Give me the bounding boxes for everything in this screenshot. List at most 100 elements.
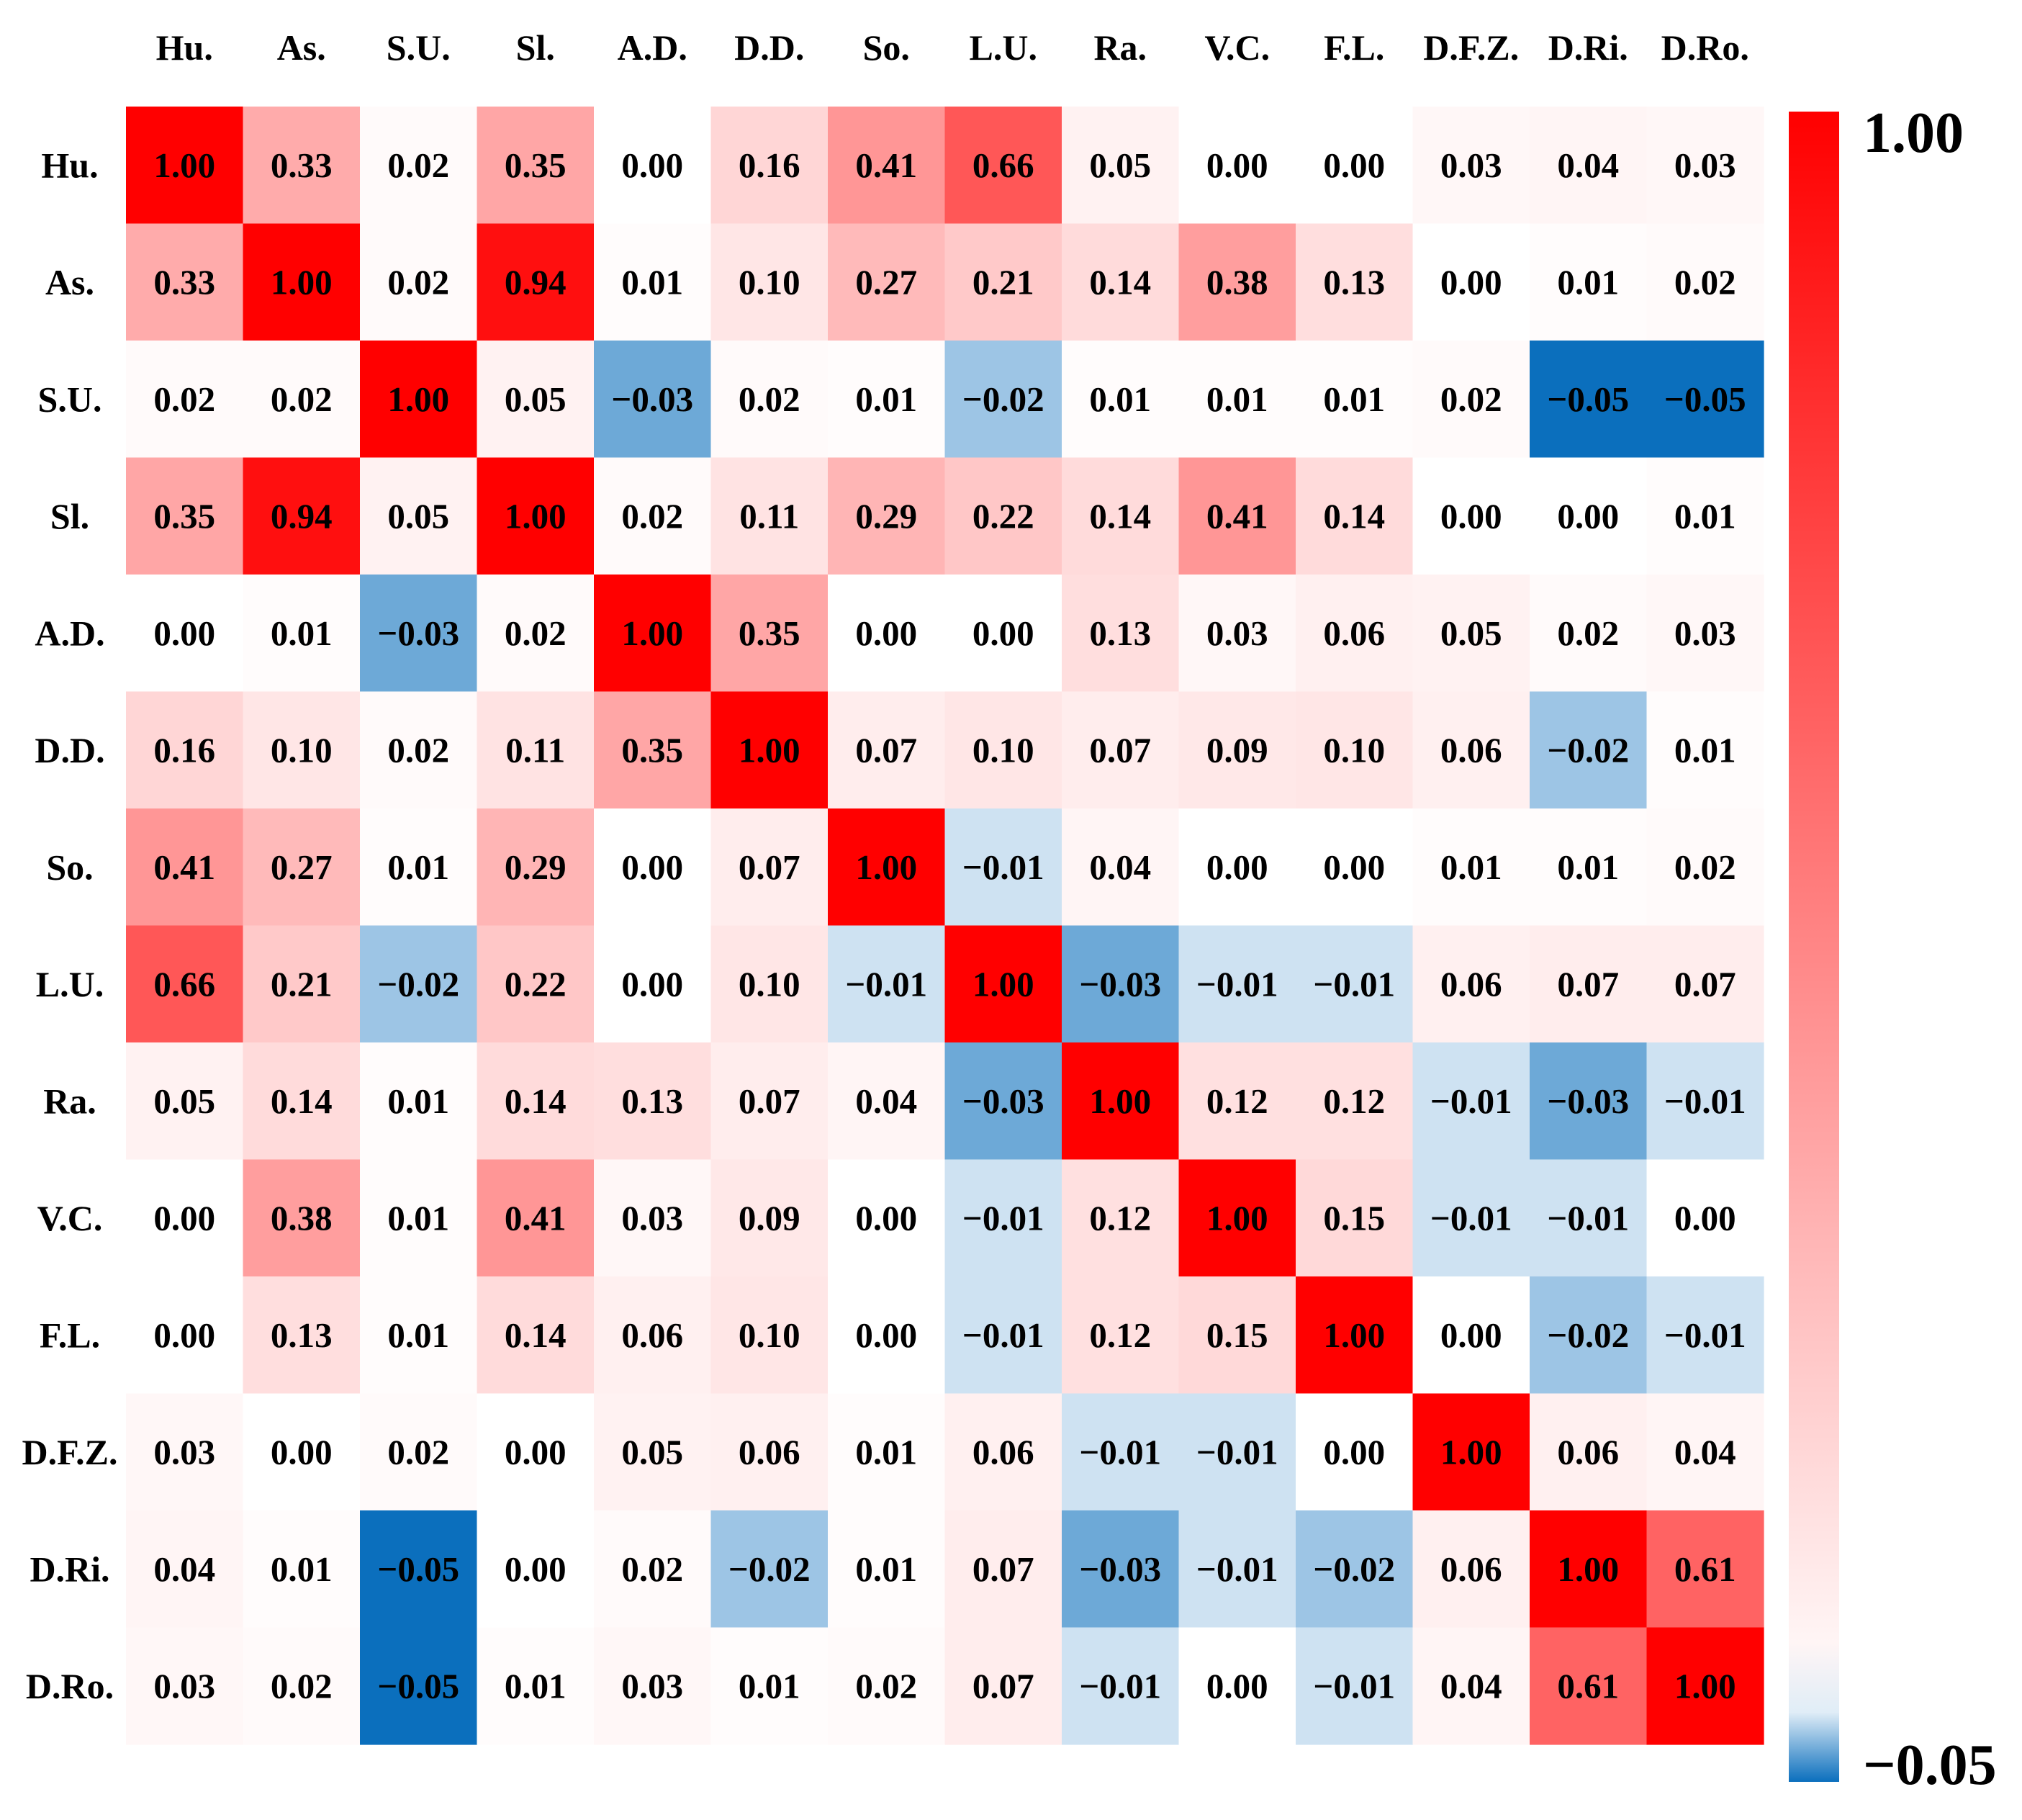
heatmap-cell [944, 925, 1062, 1043]
heatmap-cell [360, 925, 478, 1043]
colorbar-gradient [1789, 112, 1839, 1782]
colorbar-min-label: −0.05 [1863, 1734, 1997, 1797]
cell-value-label: 0.01 [855, 1549, 917, 1589]
cell-value-label: 0.02 [1674, 847, 1736, 887]
heatmap-cell [1646, 1510, 1764, 1628]
row-labels: Hu. As. S.U. Sl. A.D. D.D. So. L.U. Ra. V.C. F.L. D… [22, 145, 118, 1706]
cell-value-label: 0.29 [505, 847, 567, 887]
heatmap-cell [1296, 107, 1414, 225]
cell-value-label: −0.01 [845, 964, 927, 1004]
heatmap-cell [1412, 1042, 1530, 1161]
heatmap-cell [710, 691, 829, 809]
cell-value-label: 0.02 [387, 145, 449, 185]
heatmap-cell [243, 457, 361, 575]
cell-value-label: 0.03 [1674, 145, 1736, 185]
heatmap-cell [710, 808, 829, 927]
cell-value-label: 0.01 [855, 379, 917, 419]
heatmap-cell [1178, 691, 1296, 809]
cell-value-label: 0.02 [271, 379, 333, 419]
heatmap-cell [1646, 1393, 1764, 1511]
column-tick-label: D.D. [734, 27, 804, 68]
heatmap-cell [243, 1510, 361, 1628]
cell-value-label: 0.00 [271, 1432, 333, 1472]
heatmap-cell [1646, 1159, 1764, 1277]
cell-value-label: 0.02 [387, 730, 449, 770]
cell-value-label: 0.01 [1440, 847, 1502, 887]
heatmap-cell [477, 1042, 595, 1161]
heatmap-cell [126, 1159, 244, 1277]
cell-value-label: −0.01 [962, 1315, 1044, 1355]
heatmap-cell [126, 1393, 244, 1511]
cell-value-label: −0.03 [1547, 1081, 1629, 1121]
cell-value-label: 0.03 [621, 1198, 683, 1238]
cell-value-label: 0.07 [1089, 730, 1151, 770]
cell-value-label: 0.14 [505, 1315, 567, 1355]
heatmap-cell [594, 1627, 712, 1745]
cell-value-label: 0.01 [271, 613, 333, 653]
column-tick-label: L.U. [970, 27, 1037, 68]
heatmap-cell [1646, 223, 1764, 341]
cell-value-label: 0.05 [153, 1081, 215, 1121]
cell-value-label: 0.02 [1440, 379, 1502, 419]
cell-value-label: 0.07 [739, 847, 800, 887]
heatmap-cell [594, 1276, 712, 1395]
cell-value-label: 0.02 [621, 1549, 683, 1589]
cell-value-label: 0.10 [972, 730, 1034, 770]
heatmap-cell [710, 1393, 829, 1511]
heatmap-cell [1062, 223, 1180, 341]
cell-value-label: 0.33 [153, 262, 215, 302]
heatmap-cell [594, 107, 712, 225]
heatmap-cell [710, 223, 829, 341]
cell-value-label: 0.07 [1557, 964, 1619, 1004]
cell-value-label: 0.04 [1557, 145, 1619, 185]
cell-value-label: 0.04 [1089, 847, 1151, 887]
heatmap-cell [710, 1276, 829, 1395]
cell-value-label: 0.13 [621, 1081, 683, 1121]
heatmap-cell [828, 223, 946, 341]
heatmap-cell [1296, 457, 1414, 575]
cell-value-label: 0.05 [505, 379, 567, 419]
cell-value-label: 0.01 [387, 1081, 449, 1121]
cell-value-label: 0.03 [153, 1432, 215, 1472]
heatmap-cell [828, 808, 946, 927]
cell-value-label: 0.00 [1440, 496, 1502, 536]
cell-value-label: −0.02 [1547, 1315, 1629, 1355]
cell-value-label: −0.01 [962, 847, 1044, 887]
cell-value-label: −0.05 [1547, 379, 1629, 419]
heatmap-cell [710, 341, 829, 459]
heatmap-cell [1296, 1393, 1414, 1511]
heatmap-cell [243, 223, 361, 341]
row-tick-label: Hu. [41, 145, 98, 185]
cell-value-label: 0.01 [1323, 379, 1385, 419]
heatmap-cell [1296, 925, 1414, 1043]
heatmap-cell [1062, 1393, 1180, 1511]
heatmap-cell [594, 457, 712, 575]
heatmap-cell [360, 223, 478, 341]
heatmap-cell [944, 341, 1062, 459]
cell-value-label: 0.01 [387, 847, 449, 887]
heatmap-cell [126, 107, 244, 225]
heatmap-cell [710, 1042, 829, 1161]
colorbar-max-label: 1.00 [1863, 102, 1964, 165]
cell-value-label: 0.35 [621, 730, 683, 770]
heatmap-cell [360, 1159, 478, 1277]
cell-value-label: 0.03 [621, 1666, 683, 1706]
cell-value-label: 0.06 [972, 1432, 1034, 1472]
heatmap-cell [828, 1510, 946, 1628]
cell-value-label: 0.05 [621, 1432, 683, 1472]
heatmap-cell [360, 341, 478, 459]
heatmap-cell [1412, 341, 1530, 459]
heatmap-cell [477, 1393, 595, 1511]
heatmap-cell [477, 1510, 595, 1628]
heatmap-cell [594, 1159, 712, 1277]
cells-layer [126, 107, 1764, 1745]
heatmap-cell [1530, 1393, 1648, 1511]
heatmap-cell [828, 1627, 946, 1745]
cell-value-label: −0.05 [1664, 379, 1746, 419]
heatmap-cell [243, 808, 361, 927]
cell-value-label: 0.11 [505, 730, 565, 770]
heatmap-cell [1296, 1159, 1414, 1277]
heatmap-cell [126, 1276, 244, 1395]
heatmap-cell [477, 691, 595, 809]
cell-value-label: 0.27 [271, 847, 333, 887]
